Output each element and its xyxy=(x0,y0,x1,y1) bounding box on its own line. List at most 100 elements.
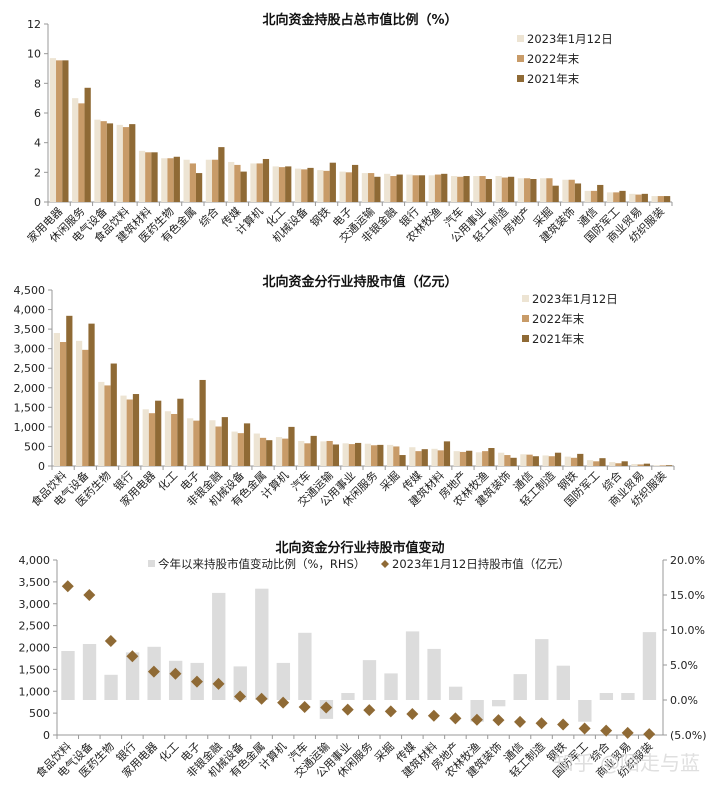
legend-label: 2023年1月12日持股市值（亿元） xyxy=(392,557,570,571)
legend-label: 2021年末 xyxy=(527,72,580,86)
legend-swatch xyxy=(522,295,529,302)
y-tick-label: 10 xyxy=(27,48,41,61)
y-tick-label: 12 xyxy=(27,18,41,31)
y-tick-label: 1,000 xyxy=(19,685,51,698)
bar-2021 xyxy=(443,441,451,466)
bar-2023 xyxy=(517,178,525,202)
bar-2022 xyxy=(479,176,486,202)
category-label: 化工 xyxy=(156,739,181,764)
bar-2022 xyxy=(348,444,356,466)
bar-2022 xyxy=(659,465,667,466)
bar-2023 xyxy=(495,176,502,202)
legend-label: 2023年1月12日 xyxy=(532,292,618,306)
bar-2022 xyxy=(637,464,644,466)
bar-2022 xyxy=(82,349,89,466)
bar-2021 xyxy=(663,196,671,202)
y-tick-label: 1,500 xyxy=(14,401,46,414)
bar-2023 xyxy=(361,173,369,202)
bar-2021 xyxy=(288,426,295,466)
bar-2023 xyxy=(609,462,616,466)
legend-label: 2022年末 xyxy=(527,52,580,66)
bar-2023 xyxy=(431,448,438,466)
bar-2023 xyxy=(320,441,327,466)
y-tick-label: 4,000 xyxy=(14,304,46,317)
bar-2022 xyxy=(167,158,174,202)
y-tick-label: 3,000 xyxy=(14,343,46,356)
bar-2023 xyxy=(406,174,413,202)
bar-2023 xyxy=(631,464,638,466)
bar-2022 xyxy=(171,413,178,466)
bar-2022 xyxy=(326,440,333,466)
chart-title: 北向资金分行业持股市值变动 xyxy=(275,540,444,556)
bar-2023 xyxy=(138,150,146,202)
change-bar xyxy=(61,651,75,700)
bar-2021 xyxy=(84,87,91,202)
bar-2021 xyxy=(332,444,340,466)
bar-2023 xyxy=(364,443,371,466)
y-tick-label: 2,500 xyxy=(19,620,51,633)
bar-2021 xyxy=(310,435,317,466)
bar-2021 xyxy=(532,456,539,466)
bar-2022 xyxy=(412,175,419,202)
bar-2023 xyxy=(586,460,594,466)
bar-2021 xyxy=(266,440,273,466)
bar-2022 xyxy=(570,457,578,466)
value-diamond-marker xyxy=(535,717,548,730)
value-diamond-marker xyxy=(212,677,225,690)
bar-2021 xyxy=(597,184,604,202)
value-diamond-marker xyxy=(126,650,139,663)
change-bar xyxy=(556,665,570,700)
bar-2021 xyxy=(262,158,270,202)
bar-2023 xyxy=(75,340,83,466)
bar-2023 xyxy=(651,196,658,202)
bar-2022 xyxy=(237,433,244,466)
bar-2023 xyxy=(298,440,305,466)
change-bar xyxy=(362,660,377,700)
bar-2023 xyxy=(116,124,123,202)
watermark: 知乎 @陌走与蓝 xyxy=(554,751,700,775)
value-diamond-marker xyxy=(83,589,96,601)
bar-2021 xyxy=(619,190,626,202)
y-right-tick-label: 0.0% xyxy=(670,694,698,707)
change-bar xyxy=(448,686,463,700)
chart-holding-value-by-industry: 北向资金分行业持股市值（亿元） 0 500 1,000 1,500 2,000 2,500 3… xyxy=(0,262,720,530)
y-tick-label: 4,500 xyxy=(14,284,46,297)
bar-2023 xyxy=(120,395,127,466)
bar-2023 xyxy=(428,175,435,202)
bar-2021 xyxy=(329,162,336,202)
value-diamond-marker xyxy=(557,718,570,731)
bar-2021 xyxy=(641,193,648,202)
bar-2022 xyxy=(368,173,375,202)
y-tick-label: 2,500 xyxy=(14,362,46,375)
bar-2023 xyxy=(231,431,238,466)
bar-2023 xyxy=(187,418,194,466)
bar-2021 xyxy=(441,173,448,202)
y-tick-label: 2,000 xyxy=(19,642,51,655)
bar-2021 xyxy=(129,124,136,202)
legend-label: 2023年1月12日 xyxy=(527,32,613,46)
bar-2022 xyxy=(148,413,156,466)
bar-2022 xyxy=(615,463,622,466)
value-diamond-marker xyxy=(341,703,354,716)
change-bar xyxy=(621,693,635,700)
chart-title: 北向资金分行业持股市值（亿元） xyxy=(262,274,457,290)
bar-2023 xyxy=(629,193,636,202)
value-diamond-marker xyxy=(61,580,74,593)
bar-2021 xyxy=(62,60,69,202)
legend-swatch-diamond xyxy=(381,560,389,568)
bar-2023 xyxy=(142,409,149,466)
bar-2023 xyxy=(317,170,324,202)
bar-2022 xyxy=(100,121,107,202)
bar-2022 xyxy=(657,196,664,202)
bar-2021 xyxy=(507,176,515,202)
bar-2021 xyxy=(151,152,158,202)
bar-2022 xyxy=(189,163,196,202)
bar-2023 xyxy=(275,437,283,466)
value-diamond-marker xyxy=(320,701,333,714)
bar-2023 xyxy=(584,190,591,202)
bar-2023 xyxy=(384,173,391,202)
legend-swatch-bar xyxy=(148,560,155,567)
bar-2023 xyxy=(386,444,394,466)
value-diamond-marker xyxy=(621,726,634,739)
bar-2023 xyxy=(53,333,60,466)
